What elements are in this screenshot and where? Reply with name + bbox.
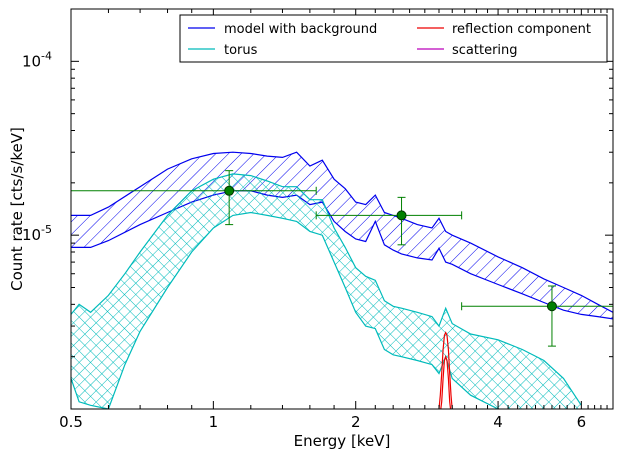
torus-band-fill — [71, 173, 582, 409]
tick-labels: 0.5 1 2 4 6 10-5 10-4 — [22, 49, 586, 431]
x-tick-label: 1 — [209, 413, 219, 431]
legend-label: scattering — [452, 43, 518, 58]
model-with-background-upper-line — [71, 151, 613, 313]
y-tick-label: 10-4 — [22, 49, 52, 70]
x-tick-label: 0.5 — [59, 413, 83, 431]
x-tick-label: 6 — [577, 413, 587, 431]
legend: model with background reflection componen… — [179, 14, 608, 63]
reflection-component-lower-line — [440, 354, 452, 409]
y-tick-label: 10-5 — [22, 223, 52, 244]
y-axis-label: Count rate [cts/s/keV] — [8, 127, 26, 291]
legend-entry-torus: torus — [188, 43, 258, 58]
plot-area — [71, 151, 613, 409]
reflection-component-upper-line — [438, 331, 453, 409]
legend-entry-model-with-background: model with background — [188, 22, 377, 37]
torus-upper-line — [71, 173, 582, 406]
data-point-3 — [461, 285, 613, 347]
data-point-1 — [71, 170, 317, 226]
data-point-2 — [315, 196, 463, 246]
x-tick-label: 2 — [351, 413, 361, 431]
legend-label: torus — [224, 43, 258, 58]
legend-entry-reflection-component: reflection component — [417, 22, 591, 37]
torus-lower-line — [71, 211, 501, 409]
legend-label: model with background — [224, 22, 377, 37]
plot-frame — [70, 8, 614, 410]
data-marker — [546, 301, 557, 312]
legend-entry-scattering: scattering — [417, 43, 518, 58]
x-axis-label: Energy [keV] — [294, 432, 391, 450]
legend-label: reflection component — [452, 22, 591, 37]
data-marker — [224, 185, 235, 196]
data-marker — [396, 210, 407, 221]
x-tick-label: 4 — [493, 413, 503, 431]
legend-frame — [179, 14, 608, 63]
